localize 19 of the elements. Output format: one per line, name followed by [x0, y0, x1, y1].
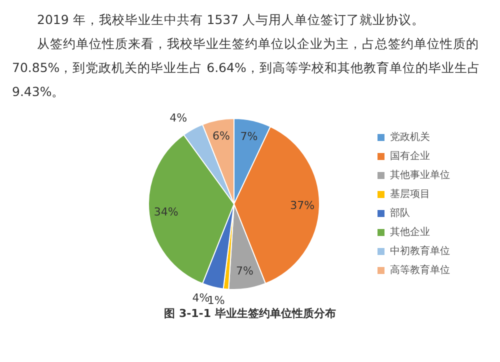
- text: 从签约单位性质来看，我校毕业生签约单位以企业为主，占总签约单位性质的 70.85%，到党政机关的毕业生占 6.64%，到高等学校和其他教育单位的毕业生占 9.43%。: [12, 35, 482, 101]
- data-label: 34%: [154, 205, 178, 218]
- data-label: 4%: [170, 111, 188, 124]
- legend-label: 部队: [390, 207, 410, 220]
- legend-label: 中初教育单位: [390, 245, 450, 258]
- legend-label: 其他事业单位: [390, 169, 450, 182]
- data-label: 1%: [207, 294, 225, 307]
- legend-label: 其他企业: [390, 226, 430, 238]
- legend-label: 党政机关: [390, 131, 430, 144]
- legend-label: 高等教育单位: [390, 264, 450, 276]
- text: 2019 年，我校毕业生中共有 1537 人与用人单位签订了就业协议。: [36, 11, 426, 29]
- legend-label: 基层项目: [390, 188, 430, 200]
- text: 图 3-1-1 毕业生签约单位性质分布: [163, 306, 337, 321]
- data-label: 6%: [212, 130, 230, 143]
- legend-label: 国有企业: [390, 150, 430, 162]
- data-label: 7%: [240, 130, 258, 144]
- data-label: 7%: [236, 264, 254, 278]
- data-label: 37%: [290, 199, 315, 212]
- data-label: 4%: [192, 291, 210, 304]
